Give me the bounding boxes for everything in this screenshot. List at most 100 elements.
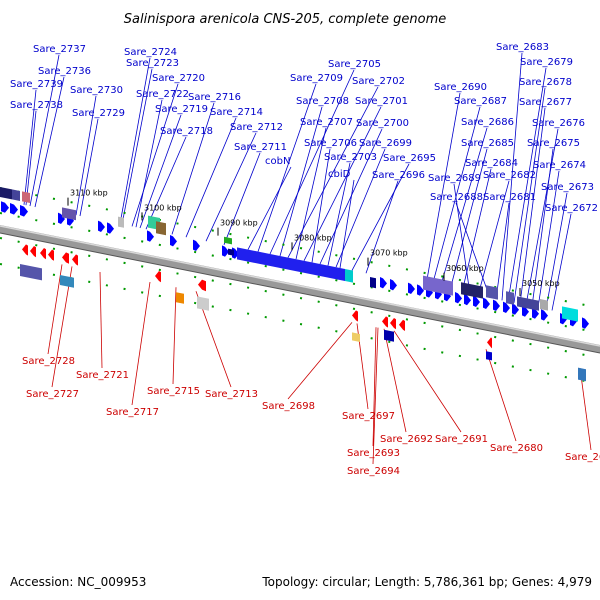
gene-label-top-7: Sare_2723 [126,58,179,69]
feature-box-21 [562,306,578,322]
leader-top-12 [171,102,215,235]
leader-top-19 [279,106,323,257]
leader-top-13 [185,117,237,238]
forward-gene-arrow-10 [222,245,229,257]
feature-box-18 [506,291,514,305]
gene-label-top-36: Sare_2677 [519,97,572,108]
leader-bottom-10 [372,327,377,447]
gene-label-top-16: cobN [265,156,290,167]
gene-label-top-31: Sare_2683 [496,42,549,53]
gene-label-top-5: Sare_2729 [72,108,125,119]
leader-top-47 [551,213,572,311]
forward-gene-arrow-31 [582,317,589,329]
feature-box-16 [461,282,483,299]
gene-label-top-39: Sare_2675 [527,138,580,149]
gene-label-top-23: Sare_2706 [304,138,357,149]
leader-bottom-8 [383,328,407,433]
reverse-gene-arrow-4 [62,252,69,264]
gene-label-top-33: Sare_2687 [454,96,507,107]
gene-label-top-3: Sare_2738 [10,100,63,111]
gene-label-top-46: Sare_2681 [483,192,536,203]
leader-top-1 [34,76,65,208]
leader-top-44 [545,192,568,310]
gene-label-bottom-9: Sare_2691 [435,434,488,445]
gene-label-bottom-3: Sare_2715 [147,386,200,397]
gene-label-top-11: Sare_2718 [160,126,213,137]
leader-top-7 [121,68,153,225]
gene-label-bottom-0: Sare_2728 [22,356,75,367]
forward-gene-arrow-12 [380,277,387,289]
leader-top-4 [75,95,97,216]
forward-gene-arrow-7 [147,230,154,242]
forward-gene-arrow-13 [390,279,397,291]
feature-box-12 [197,296,209,311]
gene-label-top-27: cbiD [328,169,351,180]
leader-top-9 [135,99,163,228]
gene-label-bottom-10: Sare_2693 [347,448,400,459]
forward-gene-arrow-22 [483,297,490,309]
gene-label-bottom-8: Sare_2692 [380,434,433,445]
leader-bottom-12 [485,349,517,442]
leader-top-32 [507,67,547,302]
forward-gene-arrow-27 [532,307,539,319]
reverse-gene-arrow-7 [198,279,206,292]
reverse-gene-arrow-3 [48,249,54,261]
gene-label-top-14: Sare_2712 [230,122,283,133]
tick-label-6: 3050 kbp [522,279,560,288]
feature-box-3 [62,207,76,221]
feature-box-24 [370,277,376,289]
forward-gene-arrow-15 [417,284,424,296]
forward-gene-arrow-19 [455,292,462,304]
gene-label-top-43: Sare_2682 [483,170,536,181]
leader-top-14 [205,132,257,242]
forward-gene-arrow-5 [98,220,105,232]
leader-top-28 [351,163,410,271]
accession-text: Accession: NC_009953 [10,575,147,589]
tick-label-1: 3100 kbp [144,203,182,212]
gene-label-top-30: Sare_2690 [434,82,487,93]
gene-label-top-8: Sare_2720 [152,73,205,84]
leader-top-30 [425,92,461,286]
reverse-gene-arrow-8 [352,310,358,322]
feature-box-4 [118,216,124,228]
gene-label-top-13: Sare_2714 [210,107,263,118]
gene-label-bottom-1: Sare_2721 [76,370,129,381]
gene-label-top-29: Sare_2696 [372,170,425,181]
gene-label-top-35: Sare_2686 [461,117,514,128]
reverse-gene-arrow-6 [155,271,161,283]
leader-top-29 [365,180,399,274]
tick-label-5: 3060 kbp [446,264,484,273]
feature-box-11 [176,292,184,304]
gene-label-top-15: Sare_2711 [234,142,287,153]
feature-box-22 [486,351,492,361]
leader-top-23 [311,148,331,263]
feature-box-7 [224,236,232,245]
forward-gene-arrow-21 [473,295,480,307]
leader-top-42 [453,183,471,295]
gene-label-top-26: Sare_2699 [359,138,412,149]
gene-label-top-42: Sare_2689 [428,173,481,184]
leader-top-25 [327,162,351,266]
gene-label-bottom-4: Sare_2717 [106,407,159,418]
gene-label-bottom-7: Sare_2697 [342,411,395,422]
tick-label-0: 3110 kbp [70,189,108,198]
feature-box-20 [540,299,548,311]
feature-box-8 [228,248,234,256]
feature-box-1 [12,189,20,201]
gene-label-top-24: Sare_2700 [356,118,409,129]
gene-label-top-2: Sare_2739 [10,79,63,90]
tick-label-2: 3090 kbp [220,219,258,228]
leader-top-38 [449,148,488,291]
gene-label-bottom-13: Sare_2667 [565,452,600,463]
gene-features [0,187,589,382]
gene-label-top-45: Sare_2688 [430,192,483,203]
forward-gene-arrow-3 [58,212,65,224]
gene-label-top-47: Sare_2672 [545,203,598,214]
gene-label-top-34: Sare_2678 [519,77,572,88]
gene-label-bottom-2: Sare_2727 [26,389,79,400]
genome-backbone [0,225,600,354]
gene-label-top-44: Sare_2673 [541,182,594,193]
position-ticks: 3110 kbp 3100 kbp 3090 kbp 3080 kbp 3070 kbp… [67,189,560,296]
forward-gene-arrow-26 [522,305,529,317]
reverse-gene-arrow-10 [390,318,396,330]
